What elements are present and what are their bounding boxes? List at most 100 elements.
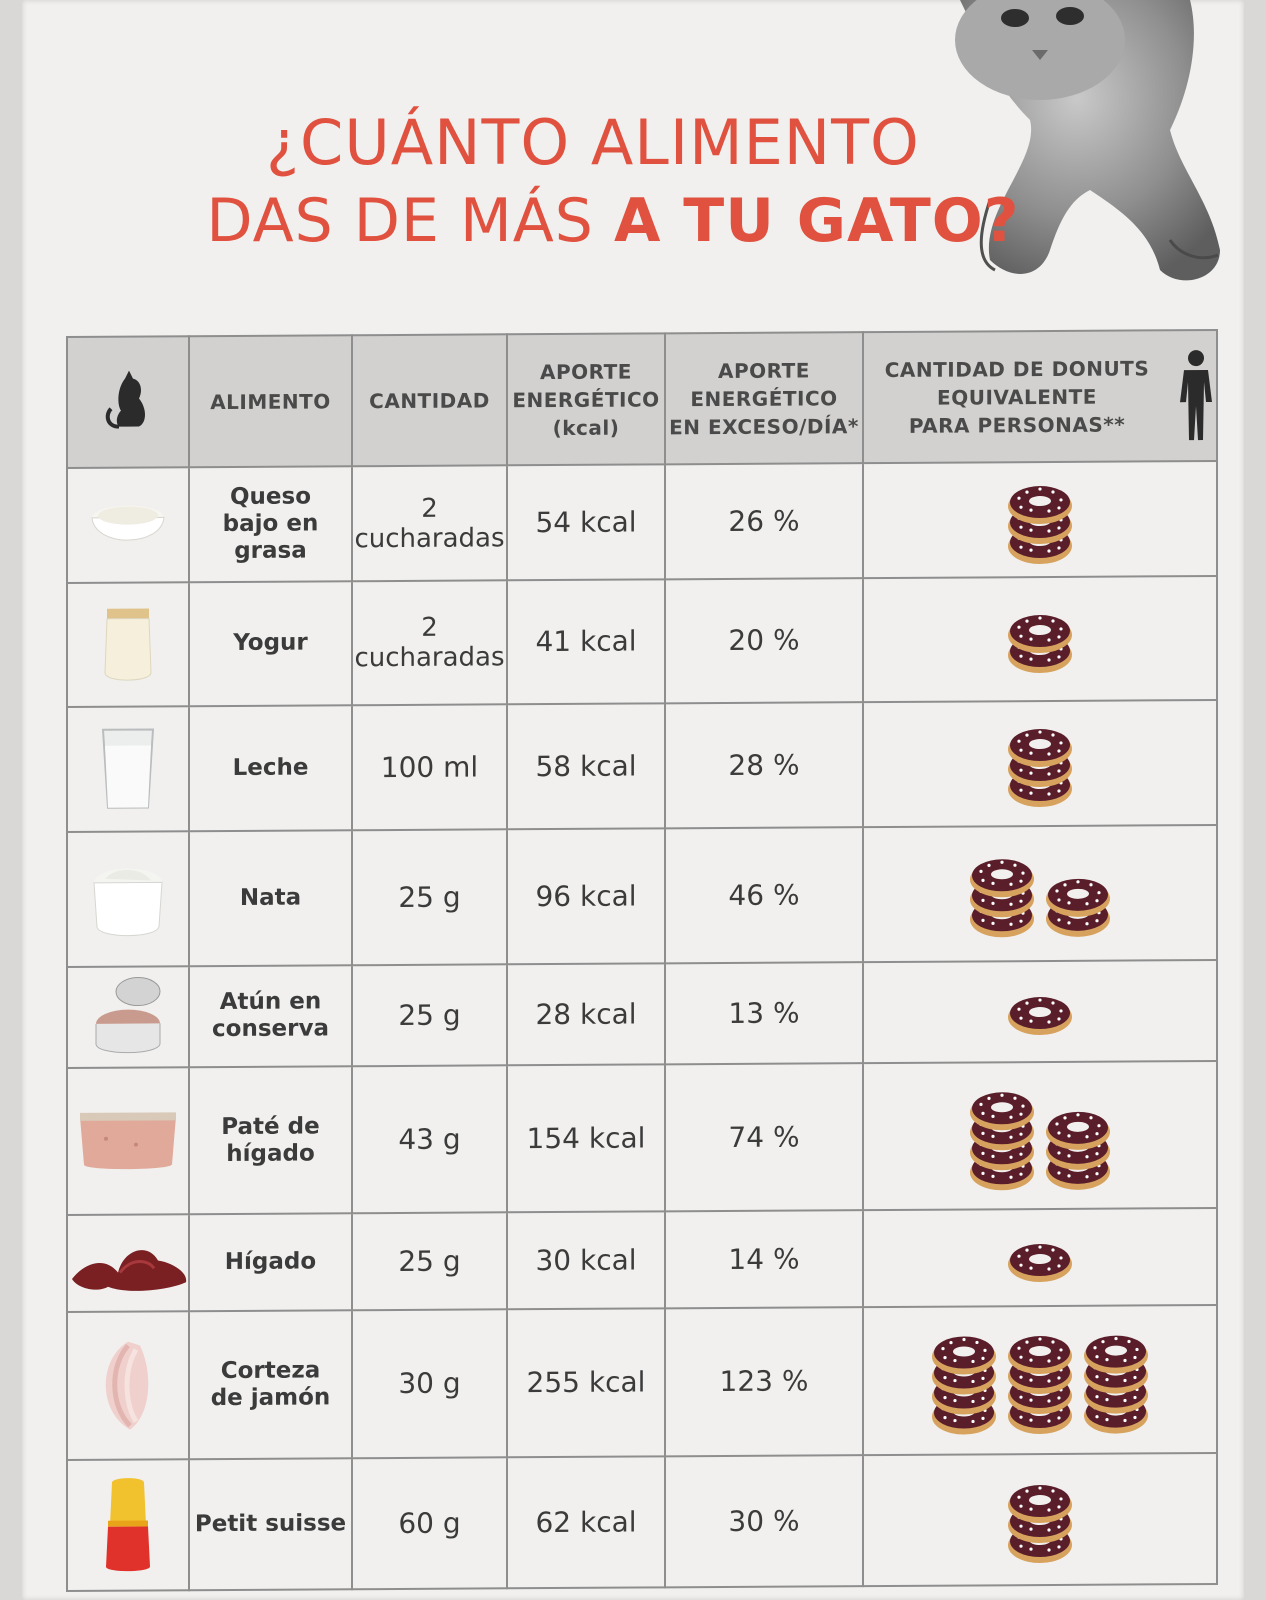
kcal-cell: 30 kcal — [507, 1211, 665, 1310]
donut-stack — [1045, 1105, 1111, 1190]
food-name-line1: Leche — [232, 754, 309, 781]
table-row: Hígado 25 g 30 kcal 14 % — [67, 1208, 1217, 1313]
food-name-cell: Hígado — [189, 1213, 352, 1312]
food-name-cell: Petit suisse — [189, 1457, 352, 1591]
food-name-cell: Queso bajo en grasa — [189, 466, 352, 583]
donut-stacks — [864, 990, 1216, 1036]
milk-glass-icon — [68, 723, 188, 814]
donuts-cell — [863, 1208, 1217, 1308]
food-name-line1: Petit suisse — [194, 1510, 347, 1538]
kcal-cell: 154 kcal — [507, 1064, 665, 1213]
donut-stack — [1083, 1329, 1149, 1434]
yogurt-jar-icon — [68, 602, 188, 687]
food-name-line1: Corteza — [220, 1357, 321, 1385]
header-donuts: CANTIDAD DE DONUTS EQUIVALENTE PARA PERS… — [863, 329, 1217, 464]
food-name-cell: Paté de hígado — [189, 1066, 352, 1215]
quantity-line1: 30 g — [398, 1367, 461, 1401]
quantity-cell: 2 cucharadas — [352, 465, 507, 582]
donut-icon — [1083, 1329, 1149, 1381]
kcal-cell: 96 kcal — [507, 828, 665, 965]
donut-stacks — [864, 1085, 1216, 1190]
quantity-cell: 25 g — [352, 1212, 507, 1311]
quantity-line2: cucharadas — [354, 523, 505, 555]
table-row: Paté de hígado 43 g 154 kcal 74 % — [67, 1060, 1217, 1216]
kcal-cell: 255 kcal — [507, 1308, 665, 1457]
donut-stack — [1007, 1238, 1073, 1282]
donuts-cell — [863, 1305, 1217, 1455]
donut-stack — [969, 853, 1035, 938]
donuts-cell — [863, 461, 1217, 579]
donut-icon — [1007, 991, 1073, 1043]
table-body: Queso bajo en grasa 2 cucharadas 54 kcal 26 %… — [67, 461, 1217, 1591]
donut-stack — [931, 1330, 997, 1435]
kcal-cell: 62 kcal — [507, 1456, 665, 1589]
table-row: Leche 100 ml 58 kcal 28 % — [67, 699, 1217, 832]
food-image-cell — [67, 1214, 189, 1313]
header-aporte-line1: APORTE — [540, 359, 632, 384]
excess-percent-cell: 74 % — [665, 1063, 863, 1212]
donut-stack — [969, 1086, 1035, 1190]
donuts-cell — [863, 699, 1217, 827]
pate-icon — [68, 1108, 188, 1175]
donut-stacks — [864, 608, 1216, 673]
quantity-line1: 2 — [421, 612, 438, 643]
food-image-cell — [67, 467, 189, 584]
cat-silhouette-icon — [105, 370, 145, 429]
food-name-cell: Atún en conserva — [189, 965, 352, 1068]
donut-icon — [1007, 1330, 1073, 1382]
quantity-line1: 25 g — [398, 1244, 461, 1279]
table-row: Yogur 2 cucharadas 41 kcal 20 % — [67, 576, 1217, 707]
donut-icon — [1007, 480, 1073, 532]
donuts-cell — [863, 824, 1217, 963]
donut-stack — [1007, 723, 1073, 808]
donut-icon — [1007, 723, 1073, 775]
header-cat-cell — [67, 336, 189, 469]
quantity-cell: 43 g — [352, 1065, 507, 1214]
food-image-cell — [67, 966, 189, 1068]
table-row: Nata 25 g 96 kcal 46 % — [67, 824, 1217, 967]
excess-percent-cell: 123 % — [665, 1307, 863, 1457]
food-image-cell — [67, 582, 189, 707]
donut-icon — [931, 1330, 997, 1382]
excess-percent-cell: 26 % — [665, 463, 863, 580]
excess-percent-cell: 13 % — [665, 962, 863, 1065]
quantity-line1: 43 g — [398, 1122, 461, 1157]
title-line-2-prefix: DAS DE MÁS — [206, 186, 614, 256]
food-image-cell — [67, 830, 189, 967]
cream-bowl-icon — [68, 857, 188, 942]
quantity-line1: 25 g — [398, 880, 461, 914]
food-name-cell: Corteza de jamón — [189, 1310, 352, 1459]
food-image-cell — [67, 1458, 189, 1591]
petit-suisse-icon — [68, 1475, 188, 1576]
header-exceso: APORTE ENERGÉTICO EN EXCESO/DÍA* — [665, 332, 863, 465]
food-name-cell: Nata — [189, 829, 352, 967]
title-line-2: DAS DE MÁS A TU GATO? — [0, 186, 1246, 256]
food-name-cell: Yogur — [189, 581, 352, 706]
food-table: ALIMENTO CANTIDAD APORTE ENERGÉTICO (kca… — [66, 329, 1218, 1592]
food-name-line2: conserva — [212, 1015, 329, 1043]
donut-stacks — [864, 1237, 1216, 1282]
table-row: Queso bajo en grasa 2 cucharadas 54 kcal 26 % — [67, 461, 1217, 584]
food-name-line2: hígado — [226, 1140, 315, 1167]
donuts-cell — [863, 1452, 1217, 1587]
donut-stack — [1007, 1479, 1073, 1564]
header-donuts-line1: CANTIDAD DE DONUTS — [884, 356, 1150, 382]
kcal-cell: 41 kcal — [507, 579, 665, 704]
header-exceso-line1: APORTE — [718, 358, 810, 383]
quantity-line1: 25 g — [398, 998, 461, 1032]
table-header-row: ALIMENTO CANTIDAD APORTE ENERGÉTICO (kca… — [67, 329, 1217, 469]
quantity-cell: 100 ml — [352, 703, 507, 830]
title-line-2-bold: A TU GATO? — [613, 186, 1020, 256]
kcal-cell: 54 kcal — [507, 464, 665, 581]
cat-photo-icon — [955, 0, 1220, 281]
quantity-line2: cucharadas — [354, 642, 505, 674]
donut-icon — [1007, 1479, 1073, 1531]
donut-stack — [1007, 480, 1073, 564]
cheese-bowl-icon — [68, 485, 188, 566]
excess-percent-cell: 28 % — [665, 701, 863, 829]
kcal-cell: 28 kcal — [507, 963, 665, 1066]
food-image-cell — [67, 1067, 189, 1216]
donut-icon — [1045, 873, 1111, 925]
kcal-cell: 58 kcal — [507, 702, 665, 830]
quantity-cell: 25 g — [352, 829, 507, 966]
